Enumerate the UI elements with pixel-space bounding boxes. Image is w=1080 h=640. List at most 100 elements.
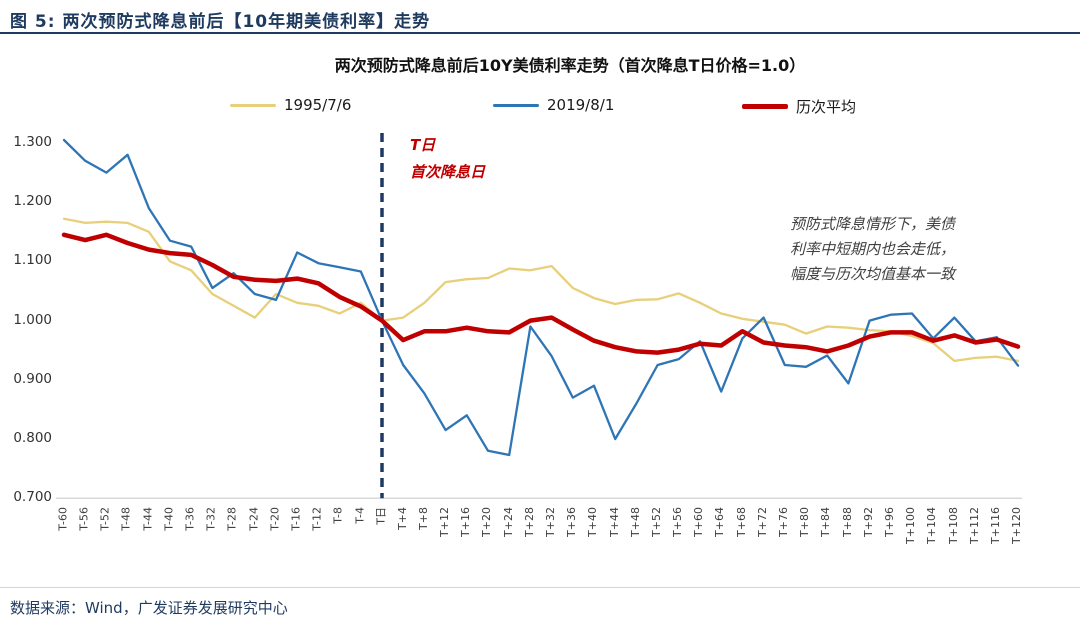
series-line-1	[62, 138, 1020, 457]
x-tick: T+52	[646, 503, 667, 563]
x-tick: T+104	[922, 503, 943, 563]
x-tick: T+76	[773, 503, 794, 563]
header-divider	[0, 32, 1080, 34]
x-tick-label: T+112	[967, 507, 981, 544]
x-tick: T-24	[244, 503, 265, 563]
x-tick: T-60	[53, 503, 74, 563]
x-tick-label: T-28	[226, 507, 240, 531]
x-tick: T-20	[265, 503, 286, 563]
x-tick-label: T-8	[332, 507, 346, 524]
x-tick: T-32	[201, 503, 222, 563]
legend-label: 1995/7/6	[284, 96, 352, 114]
x-tick-label: T+40	[586, 507, 600, 537]
x-tick: T+80	[795, 503, 816, 563]
x-tick-label: T-32	[204, 507, 218, 531]
x-axis: T-60 T-56 T-52 T-48 T-44 T-40 T-36 T-32 T-28 T-24…	[53, 503, 1028, 563]
x-tick-label: T+80	[798, 507, 812, 537]
x-tick-label: T+36	[565, 507, 579, 537]
x-tick-label: T-52	[98, 507, 112, 531]
x-tick: T+4	[392, 503, 413, 563]
x-tick: T+20	[477, 503, 498, 563]
x-tick-label: T+88	[840, 507, 854, 537]
x-tick-label: T-40	[162, 507, 176, 531]
x-tick: T+60	[689, 503, 710, 563]
x-tick-label: T-4	[353, 507, 367, 524]
x-tick: T-36	[180, 503, 201, 563]
legend-swatch-blue	[493, 103, 539, 107]
side-annotation-line2: 利率中短期内也会走低，	[790, 240, 956, 258]
x-tick-label: T+96	[882, 507, 896, 537]
x-tick: T+120	[1006, 503, 1027, 563]
x-tick-label: T+28	[522, 507, 536, 537]
x-tick-label: T+120	[1010, 507, 1024, 544]
x-tick: T+24	[498, 503, 519, 563]
x-tick: T+84	[816, 503, 837, 563]
x-tick-label: T-60	[56, 507, 70, 531]
x-tick-label: T+44	[607, 507, 621, 537]
x-tick-label: T+16	[459, 507, 473, 537]
legend-label: 2019/8/1	[547, 96, 615, 114]
y-axis-label: 1.000	[13, 311, 52, 328]
x-tick-label: T+108	[946, 507, 960, 544]
side-annotation: 预防式降息情形下，美债 利率中短期内也会走低， 幅度与历次均值基本一致	[790, 212, 955, 287]
x-tick: T-4	[350, 503, 371, 563]
x-tick: T+116	[985, 503, 1006, 563]
x-tick: T+108	[943, 503, 964, 563]
x-tick: T+12	[434, 503, 455, 563]
x-tick-label: T+116	[988, 507, 1002, 544]
x-tick: T+92	[858, 503, 879, 563]
side-annotation-line1: 预防式降息情形下，美债	[790, 215, 956, 233]
x-tick: T+96	[879, 503, 900, 563]
legend-item-average: 历次平均	[742, 96, 856, 117]
side-annotation-line3: 幅度与历次均值基本一致	[790, 265, 956, 283]
x-tick: T-8	[328, 503, 349, 563]
x-tick: T-52	[95, 503, 116, 563]
x-tick-label: T+64	[713, 507, 727, 537]
legend-label: 历次平均	[796, 98, 857, 116]
figure-title: 图 5: 两次预防式降息前后【10年期美债利率】走势	[10, 12, 431, 32]
y-axis-label: 1.300	[13, 134, 52, 150]
x-tick: T-28	[223, 503, 244, 563]
x-tick-label: T+24	[501, 507, 515, 537]
t-day-annotation-line2: 首次降息日	[410, 163, 486, 181]
x-tick-label: T-44	[141, 507, 155, 531]
x-tick-label: T+52	[649, 507, 663, 537]
x-tick-label: T+12	[437, 507, 451, 537]
x-tick: T-48	[117, 503, 138, 563]
x-tick: T+48	[625, 503, 646, 563]
x-tick-label: T-48	[120, 507, 134, 531]
y-axis-label: 1.100	[13, 252, 52, 269]
x-tick-label: T-20	[268, 507, 282, 531]
x-tick-label: T+100	[904, 507, 918, 544]
y-axis-label: 0.700	[13, 489, 52, 506]
x-tick: T+100	[901, 503, 922, 563]
x-tick: T+36	[562, 503, 583, 563]
data-source: 数据来源：Wind，广发证券发展研究中心	[10, 599, 288, 617]
x-tick-label: T+92	[861, 507, 875, 537]
x-tick: T+112	[964, 503, 985, 563]
footer-divider	[0, 587, 1080, 588]
x-tick: T日	[371, 503, 392, 563]
x-tick-label: T+104	[925, 507, 939, 544]
x-tick: T+28	[519, 503, 540, 563]
x-tick-label: T+32	[543, 507, 557, 537]
x-tick-label: T+56	[671, 507, 685, 537]
x-tick-label: T+68	[734, 507, 748, 537]
x-tick: T+44	[604, 503, 625, 563]
legend-swatch-red	[742, 104, 788, 109]
x-tick-label: T-16	[289, 507, 303, 531]
legend-item-2019: 2019/8/1	[493, 96, 614, 114]
x-tick: T+64	[710, 503, 731, 563]
x-tick-label: T+8	[416, 507, 430, 530]
x-tick: T-40	[159, 503, 180, 563]
x-tick: T-12	[307, 503, 328, 563]
x-tick-label: T+76	[776, 507, 790, 537]
x-tick: T+16	[456, 503, 477, 563]
t-day-annotation: T日 首次降息日	[410, 132, 485, 186]
y-axis-label: 0.900	[13, 370, 52, 387]
legend-swatch-yellow	[230, 103, 276, 107]
x-tick-label: T-24	[247, 507, 261, 531]
y-axis-label: 1.200	[13, 193, 52, 210]
x-tick: T+72	[752, 503, 773, 563]
x-tick-label: T-56	[77, 507, 91, 531]
